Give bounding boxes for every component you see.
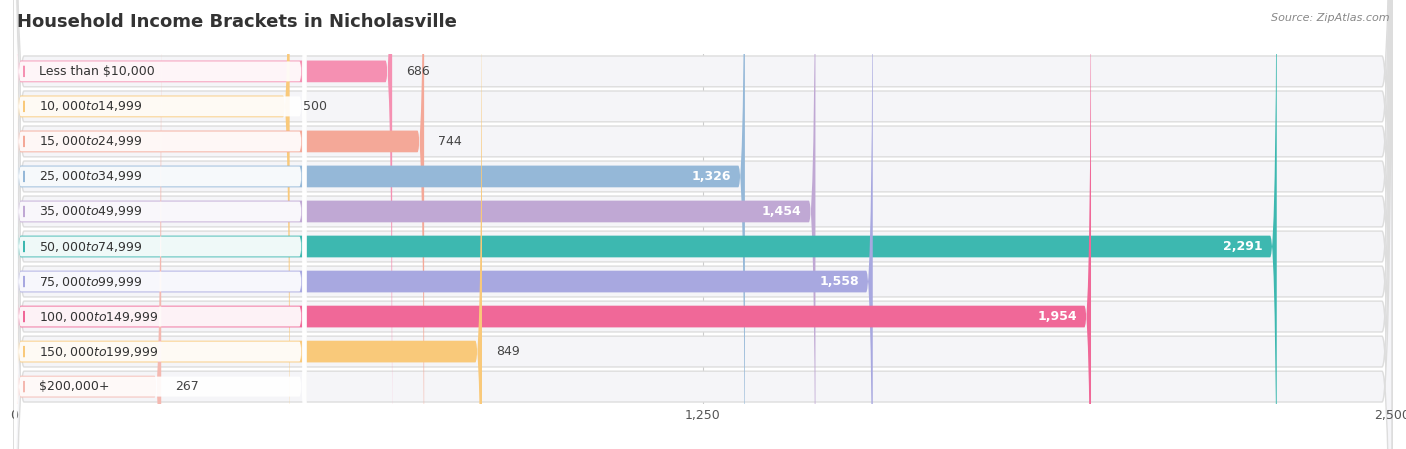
FancyBboxPatch shape <box>14 0 307 449</box>
FancyBboxPatch shape <box>14 0 425 449</box>
FancyBboxPatch shape <box>14 0 162 449</box>
Text: 1,954: 1,954 <box>1038 310 1077 323</box>
Text: $10,000 to $14,999: $10,000 to $14,999 <box>39 99 142 114</box>
Text: 686: 686 <box>406 65 430 78</box>
Text: Source: ZipAtlas.com: Source: ZipAtlas.com <box>1271 13 1389 23</box>
Text: $35,000 to $49,999: $35,000 to $49,999 <box>39 204 142 219</box>
FancyBboxPatch shape <box>14 0 873 449</box>
FancyBboxPatch shape <box>14 0 482 449</box>
FancyBboxPatch shape <box>14 0 307 449</box>
FancyBboxPatch shape <box>14 0 290 449</box>
Text: 1,454: 1,454 <box>762 205 801 218</box>
FancyBboxPatch shape <box>14 0 307 449</box>
Text: 1,558: 1,558 <box>820 275 859 288</box>
FancyBboxPatch shape <box>14 0 1392 449</box>
FancyBboxPatch shape <box>14 0 1392 449</box>
FancyBboxPatch shape <box>14 0 1392 449</box>
FancyBboxPatch shape <box>14 0 1392 449</box>
FancyBboxPatch shape <box>14 0 1392 449</box>
Text: 744: 744 <box>437 135 461 148</box>
FancyBboxPatch shape <box>14 0 307 449</box>
FancyBboxPatch shape <box>14 0 1091 449</box>
Text: 2,291: 2,291 <box>1223 240 1263 253</box>
FancyBboxPatch shape <box>14 0 1392 449</box>
Text: $50,000 to $74,999: $50,000 to $74,999 <box>39 239 142 254</box>
FancyBboxPatch shape <box>14 0 307 449</box>
FancyBboxPatch shape <box>14 0 745 449</box>
Text: $75,000 to $99,999: $75,000 to $99,999 <box>39 274 142 289</box>
Text: 1,326: 1,326 <box>692 170 731 183</box>
FancyBboxPatch shape <box>14 0 307 449</box>
FancyBboxPatch shape <box>14 0 1392 449</box>
FancyBboxPatch shape <box>14 0 307 449</box>
FancyBboxPatch shape <box>14 0 307 449</box>
Text: 267: 267 <box>174 380 198 393</box>
FancyBboxPatch shape <box>14 0 1277 449</box>
FancyBboxPatch shape <box>14 0 307 449</box>
Text: Household Income Brackets in Nicholasville: Household Income Brackets in Nicholasvil… <box>17 13 457 31</box>
Text: $200,000+: $200,000+ <box>39 380 110 393</box>
Text: $150,000 to $199,999: $150,000 to $199,999 <box>39 344 159 359</box>
Text: 500: 500 <box>304 100 328 113</box>
Text: 849: 849 <box>496 345 519 358</box>
Text: $25,000 to $34,999: $25,000 to $34,999 <box>39 169 142 184</box>
FancyBboxPatch shape <box>14 0 392 449</box>
FancyBboxPatch shape <box>14 0 1392 449</box>
Text: $15,000 to $24,999: $15,000 to $24,999 <box>39 134 142 149</box>
FancyBboxPatch shape <box>14 0 815 449</box>
Text: Less than $10,000: Less than $10,000 <box>39 65 155 78</box>
FancyBboxPatch shape <box>14 0 307 449</box>
Text: $100,000 to $149,999: $100,000 to $149,999 <box>39 309 159 324</box>
FancyBboxPatch shape <box>14 0 1392 449</box>
FancyBboxPatch shape <box>14 0 1392 449</box>
